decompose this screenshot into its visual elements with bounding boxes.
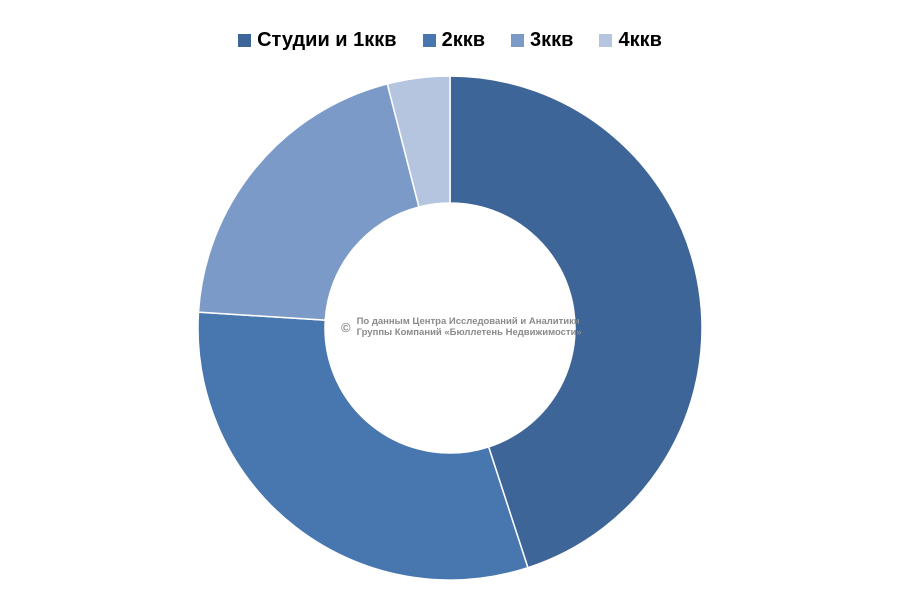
legend-label: 2ккв <box>441 29 486 51</box>
watermark-line-1: По данным Центра Исследований и Аналитик… <box>356 316 580 327</box>
copyright-icon: © <box>341 319 351 335</box>
legend-swatch <box>511 34 525 47</box>
donut-slice-1[interactable] <box>449 75 703 569</box>
source-watermark: © По данным Центра Исследований и Аналит… <box>341 316 582 338</box>
watermark-line-2: Группы Компаний «Бюллетень Недвижимости» <box>356 327 582 338</box>
legend-item-4room[interactable]: 4ккв <box>599 29 662 52</box>
legend-item-2room[interactable]: 2ккв <box>422 29 486 52</box>
donut-slice-2[interactable] <box>197 311 529 581</box>
legend-item-3room[interactable]: 3ккв <box>511 29 573 52</box>
legend-label: 4ккв <box>618 29 662 51</box>
donut-slice-3[interactable] <box>197 83 420 321</box>
watermark-text: По данным Центра Исследований и Аналитик… <box>357 316 582 338</box>
legend-item-studios-1room[interactable]: Студии и 1ккв <box>238 29 397 52</box>
chart-legend: Студии и 1ккв 2ккв 3ккв 4ккв <box>0 29 900 52</box>
legend-label: Студии и 1ккв <box>257 29 397 51</box>
donut-slice-4[interactable] <box>386 75 451 208</box>
legend-swatch <box>422 34 436 47</box>
legend-label: 3ккв <box>530 29 574 51</box>
legend-swatch <box>238 34 252 47</box>
legend-swatch <box>599 34 613 47</box>
